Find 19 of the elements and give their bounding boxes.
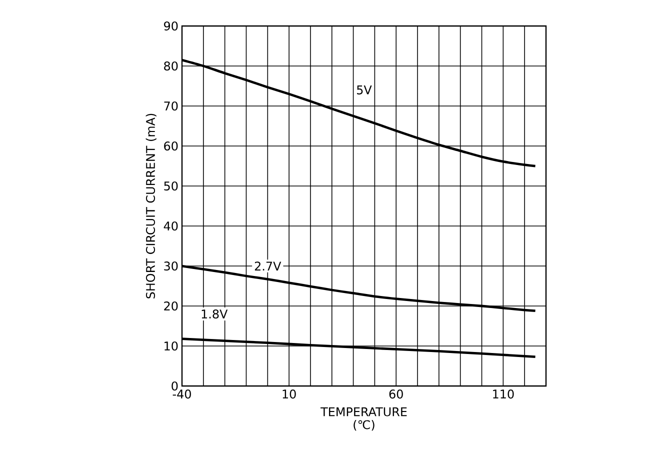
annotation: 1.8V bbox=[202, 309, 228, 319]
annotation: 5V bbox=[357, 86, 372, 94]
y-tick-label: 80 bbox=[164, 61, 178, 71]
y-tick-label: 10 bbox=[164, 341, 178, 351]
y-tick-label: 20 bbox=[164, 301, 178, 311]
x-tick-label: 110 bbox=[493, 390, 514, 399]
annotation: 2.7V bbox=[254, 262, 282, 270]
y-tick-label: 50 bbox=[164, 181, 178, 191]
y-tick-label: 60 bbox=[164, 141, 178, 151]
y-axis-title: SHORT CIRCUIT CURRENT (mA) bbox=[146, 114, 156, 298]
y-tick-label: 90 bbox=[164, 21, 178, 31]
y-tick-label: 70 bbox=[164, 101, 178, 111]
x-axis-title: TEMPERATURE (℃) bbox=[320, 407, 407, 431]
y-tick-label: 30 bbox=[164, 261, 178, 271]
y-tick-label: 40 bbox=[164, 221, 178, 231]
x-tick-label: 10 bbox=[282, 390, 296, 399]
x-tick-label: -40 bbox=[172, 390, 191, 399]
y-tick-label: 0 bbox=[172, 381, 178, 391]
x-tick-label: 60 bbox=[389, 390, 403, 399]
